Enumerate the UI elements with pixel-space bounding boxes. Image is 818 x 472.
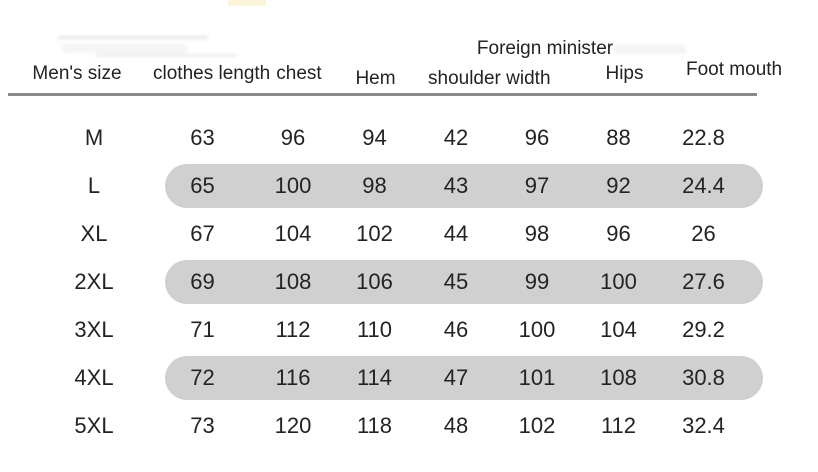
table-row: XL 67 104 102 44 98 96 26 <box>35 210 747 258</box>
column-header-shoulder-width: shoulder width <box>428 68 551 89</box>
value-cell: 63 <box>190 125 215 150</box>
value-cell: 106 <box>356 269 393 294</box>
value-cell: 30.8 <box>682 365 725 390</box>
value-cell: 73 <box>190 413 215 438</box>
value-cell: 24.4 <box>682 173 725 198</box>
row-highlight-pill <box>165 260 763 304</box>
column-header-size: Men's size <box>32 63 122 84</box>
value-cell: 104 <box>274 221 312 246</box>
value-cell: 108 <box>274 269 312 294</box>
value-cell: 65 <box>190 173 215 198</box>
size-cell: 5XL <box>74 413 114 438</box>
value-cell: 97 <box>524 173 550 198</box>
column-header-hem: Hem <box>355 68 396 89</box>
group-header-foreign-minister: Foreign minister <box>476 38 614 59</box>
value-cell: 98 <box>362 173 387 198</box>
value-cell: 47 <box>443 365 469 390</box>
size-cell: L <box>87 173 101 198</box>
value-cell: 120 <box>274 413 312 438</box>
value-cell: 112 <box>275 317 311 342</box>
value-cell: 96 <box>280 125 306 150</box>
value-cell: 42 <box>443 125 469 150</box>
value-cell: 112 <box>600 413 637 438</box>
size-cell: 2XL <box>74 269 114 294</box>
row-highlight-pill <box>165 356 763 400</box>
value-cell: 110 <box>356 317 393 342</box>
table-body: M 63 96 94 42 96 88 22.8 L 65 100 98 43 97 92 24.4 XL 67 1… <box>35 114 763 450</box>
value-cell: 94 <box>362 125 387 150</box>
column-header-chest: chest <box>276 63 322 84</box>
value-cell: 69 <box>190 269 215 294</box>
table-row: 4XL 72 116 114 47 101 108 30.8 <box>35 354 763 402</box>
value-cell: 114 <box>356 365 393 390</box>
value-cell: 27.6 <box>682 269 725 294</box>
value-cell: 22.8 <box>682 125 725 150</box>
value-cell: 98 <box>524 221 550 246</box>
value-cell: 116 <box>275 365 311 390</box>
value-cell: 100 <box>600 269 637 294</box>
table-row: L 65 100 98 43 97 92 24.4 <box>35 162 763 210</box>
value-cell: 72 <box>190 365 215 390</box>
value-cell: 26 <box>691 221 716 246</box>
value-cell: 100 <box>274 173 312 198</box>
size-cell: M <box>84 125 104 150</box>
column-header-hips: Hips <box>605 63 644 84</box>
value-cell: 101 <box>518 365 556 390</box>
value-cell: 88 <box>606 125 631 150</box>
value-cell: 108 <box>600 365 637 390</box>
value-cell: 32.4 <box>682 413 725 438</box>
ghost-artifact <box>96 54 236 57</box>
value-cell: 48 <box>443 413 469 438</box>
table-row: 3XL 71 112 110 46 100 104 29.2 <box>35 306 747 354</box>
value-cell: 43 <box>443 173 469 198</box>
size-cell: 4XL <box>74 365 114 390</box>
value-cell: 92 <box>606 173 631 198</box>
value-cell: 46 <box>443 317 469 342</box>
column-header-clothes-length: clothes length <box>153 63 271 84</box>
size-cell: 3XL <box>74 317 114 342</box>
value-cell: 100 <box>518 317 556 342</box>
ghost-artifact <box>62 44 187 53</box>
ghost-artifact <box>58 36 208 39</box>
table-header-row: Men's size clothes length chest Hem shou… <box>32 58 782 90</box>
value-cell: 29.2 <box>682 317 725 342</box>
value-cell: 102 <box>356 221 393 246</box>
table-row: M 63 96 94 42 96 88 22.8 <box>35 114 747 162</box>
value-cell: 99 <box>524 269 550 294</box>
table-row: 5XL 73 120 118 48 102 112 32.4 <box>35 402 747 450</box>
size-cell: XL <box>80 221 108 246</box>
value-cell: 45 <box>443 269 469 294</box>
header-divider-line <box>8 93 757 96</box>
value-cell: 102 <box>518 413 556 438</box>
table-row: 2XL 69 108 106 45 99 100 27.6 <box>35 258 763 306</box>
value-cell: 71 <box>190 317 215 342</box>
column-header-foot-mouth: Foot mouth <box>686 59 783 80</box>
value-cell: 96 <box>606 221 631 246</box>
row-highlight-pill <box>165 164 763 208</box>
value-cell: 118 <box>356 413 393 438</box>
value-cell: 44 <box>443 221 469 246</box>
value-cell: 104 <box>600 317 637 342</box>
value-cell: 96 <box>524 125 550 150</box>
ghost-artifact <box>228 0 266 6</box>
value-cell: 67 <box>190 221 215 246</box>
